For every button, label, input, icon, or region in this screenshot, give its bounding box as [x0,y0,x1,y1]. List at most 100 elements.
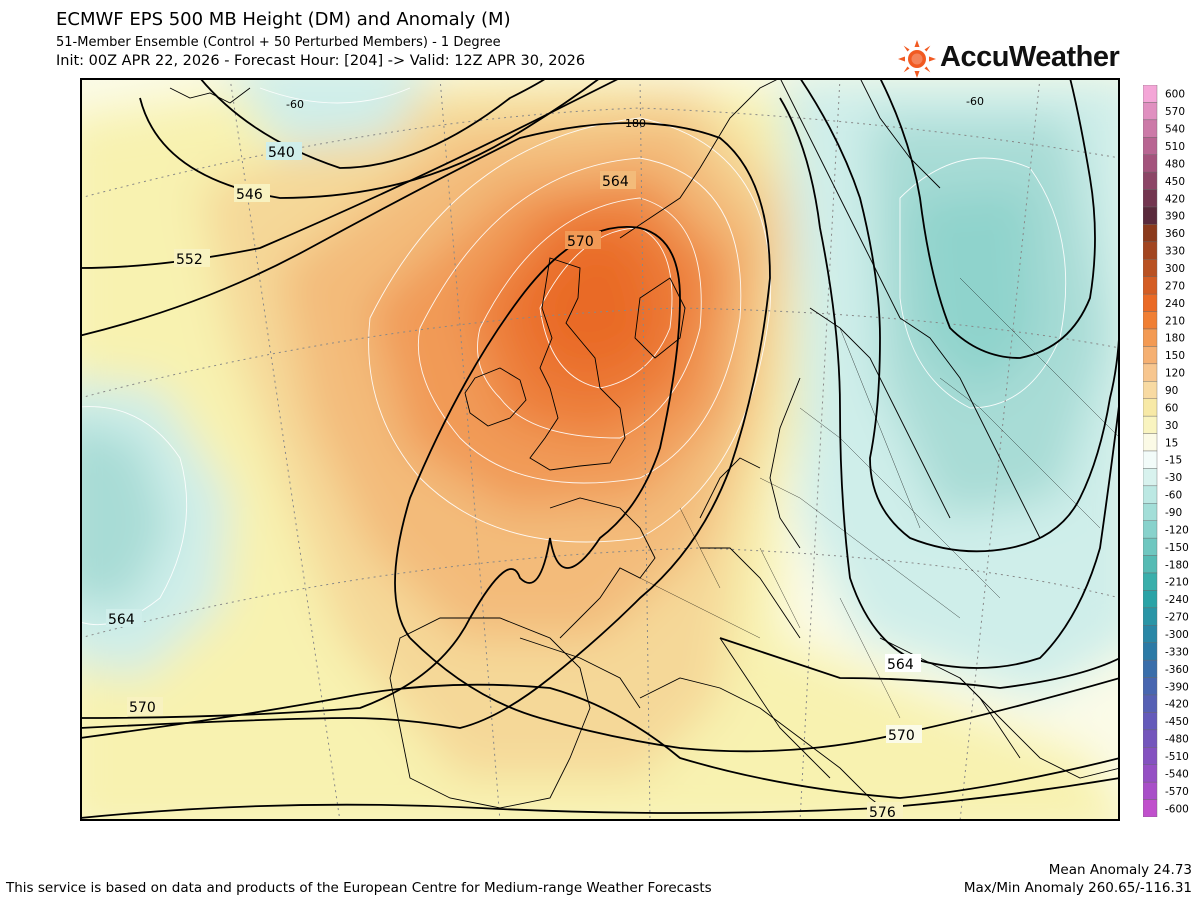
accuweather-logo: AccuWeather [898,40,1148,78]
colorbar-label: 450 [1165,176,1185,188]
colorbar-label: -15 [1165,455,1182,467]
colorbar-swatch [1143,398,1158,417]
colorbar-swatch [1143,694,1158,713]
colorbar-label: 480 [1165,158,1185,170]
height-label-564-top: 564 [600,171,636,190]
colorbar-label: 540 [1165,124,1185,136]
sun-icon [898,40,936,78]
colorbar-label: -240 [1165,594,1189,606]
colorbar-label: -180 [1165,559,1189,571]
colorbar-swatch [1143,485,1158,504]
colorbar-label: 420 [1165,193,1185,205]
chart-subtitle: 51-Member Ensemble (Control + 50 Perturb… [56,35,501,50]
colorbar-label: 60 [1165,402,1178,414]
colorbar-label: 240 [1165,298,1185,310]
colorbar-label: -510 [1165,751,1189,763]
colorbar-label: 360 [1165,228,1185,240]
height-contours [80,78,1120,819]
colorbar-swatch [1143,799,1158,817]
colorbar-swatch [1143,625,1158,643]
colorbar-label: -450 [1165,716,1189,728]
anomaly-label-180: 180 [625,117,646,130]
colorbar-label: -90 [1165,507,1182,519]
maxmin-anomaly: Max/Min Anomaly 260.65/-116.31 [963,880,1192,896]
colorbar-swatch [1143,154,1158,173]
anomaly-label-minus60-right: -60 [966,95,984,108]
height-label-564-left: 564 [106,609,142,628]
colorbar-label: 150 [1165,350,1185,362]
colorbar-swatch [1143,642,1158,661]
colorbar-label: -480 [1165,734,1189,746]
ecmwf-credit: This service is based on data and produc… [6,880,712,896]
colorbar-label: -210 [1165,577,1189,589]
colorbar-swatch [1143,311,1158,330]
colorbar-label: -60 [1165,490,1182,502]
height-label-576: 576 [867,802,903,821]
colorbar-label: -600 [1165,803,1189,815]
mean-anomaly: Mean Anomaly 24.73 [1048,862,1192,878]
colorbar-swatch [1143,241,1158,260]
svg-text:570: 570 [129,700,156,716]
colorbar-swatch [1143,85,1158,103]
svg-text:540: 540 [268,145,295,161]
colorbar-swatch [1143,363,1158,382]
colorbar-label: 270 [1165,280,1185,292]
colorbar-swatch [1143,747,1158,765]
colorbar-swatch [1143,450,1158,469]
colorbar-swatch [1143,781,1158,800]
colorbar-swatch [1143,555,1158,574]
init-valid-line: Init: 00Z APR 22, 2026 - Forecast Hour: … [56,53,586,69]
colorbar-label: 510 [1165,141,1185,153]
colorbar-label: 300 [1165,263,1185,275]
svg-text:564: 564 [602,174,629,190]
colorbar-swatch [1143,224,1158,243]
colorbar-swatch [1143,415,1158,434]
colorbar-label: -570 [1165,786,1189,798]
map-frame [80,78,1120,821]
colorbar-swatch [1143,328,1158,347]
svg-text:570: 570 [888,728,915,744]
colorbar-swatch [1143,729,1158,748]
colorbar-label: -540 [1165,768,1189,780]
colorbar-swatch [1143,276,1158,295]
colorbar-swatch [1143,189,1158,208]
colorbar-swatch [1143,137,1158,155]
height-label-546: 546 [234,184,270,203]
colorbar-label: -330 [1165,646,1189,658]
colorbar-label: -390 [1165,681,1189,693]
colorbar-swatch [1143,346,1158,365]
colorbar-swatch [1143,259,1158,277]
anomaly-colorbar: 600 570 540 510 480 450 420 390 360 330 300 270 240 2… [1143,85,1189,817]
colorbar-label: -120 [1165,524,1189,536]
colorbar-label: 570 [1165,106,1185,118]
colorbar-swatch [1143,102,1158,121]
colorbar-swatch [1143,607,1158,626]
anomaly-label-minus60-left: -60 [286,98,304,111]
colorbar-swatch [1143,712,1158,731]
svg-text:564: 564 [108,612,135,628]
svg-text:546: 546 [236,187,263,203]
colorbar-swatch [1143,572,1158,591]
contour-labels: 540 546 552 564 570 564 570 576 570 564 [106,142,922,821]
svg-text:576: 576 [869,805,896,821]
colorbar-swatch [1143,537,1158,556]
svg-text:570: 570 [567,234,594,250]
chart-title: ECMWF EPS 500 MB Height (DM) and Anomaly… [56,9,511,30]
colorbar-swatch [1143,677,1158,696]
colorbar-swatch [1143,520,1158,539]
anomaly-shading [80,78,1120,821]
anomaly-labels: -60 180 -60 [286,95,984,130]
colorbar-swatch [1143,433,1158,452]
colorbar-label: 90 [1165,385,1178,397]
colorbar-label: -360 [1165,664,1189,676]
colorbar-swatch [1143,381,1158,399]
colorbar-label: 15 [1165,437,1178,449]
colorbar-label: -300 [1165,629,1189,641]
height-label-570-top: 570 [565,231,601,250]
colorbar-label: 210 [1165,315,1185,327]
colorbar-label: -150 [1165,542,1189,554]
colorbar-label: 390 [1165,211,1185,223]
svg-text:552: 552 [176,252,203,268]
colorbar-swatch [1143,468,1158,487]
height-label-570-right: 570 [886,725,922,744]
